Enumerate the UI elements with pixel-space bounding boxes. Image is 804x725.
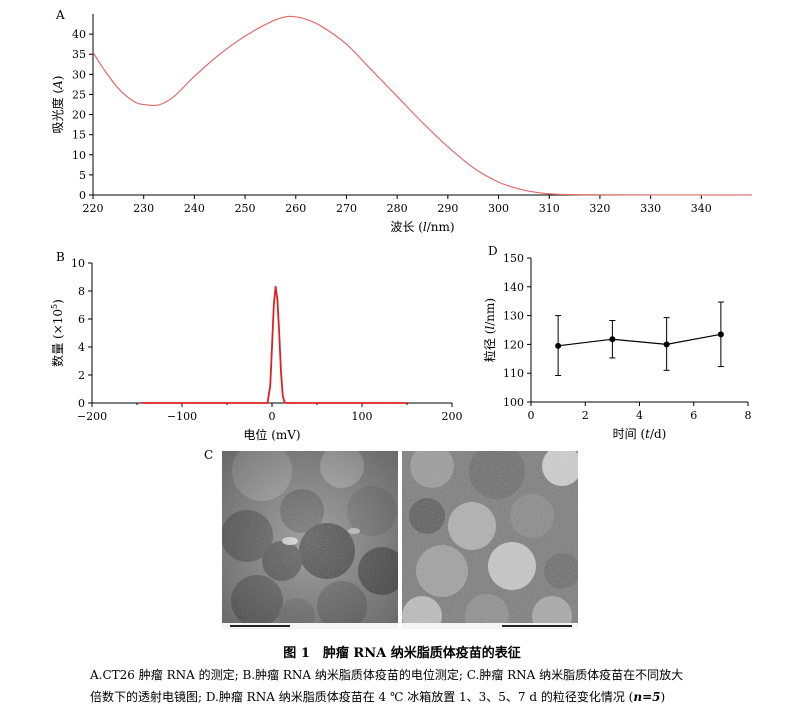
panel-letter-a: A xyxy=(56,8,65,22)
x-tick-label: 6 xyxy=(690,409,697,422)
y-tick-label: 2 xyxy=(78,369,85,382)
data-point xyxy=(663,341,670,348)
data-point xyxy=(717,331,724,338)
x-tick-label: 2 xyxy=(582,409,589,422)
x-tick-label: −200 xyxy=(77,410,107,423)
x-tick-label: 280 xyxy=(387,202,408,215)
y-axis-label: 粒径 (l/nm) xyxy=(482,298,497,362)
y-tick-label: 15 xyxy=(72,129,86,142)
tem-image-high-magnification xyxy=(402,451,578,629)
x-tick-label: 230 xyxy=(133,202,154,215)
y-tick-label: 40 xyxy=(72,28,86,41)
caption-n-value: n=5 xyxy=(633,690,661,704)
caption-line-1: A.CT26 肿瘤 RNA 的测定; B.肿瘤 RNA 纳米脂质体疫苗的电位测定… xyxy=(90,668,684,682)
chart-a-absorbance-spectrum: 0 5 10 15 20 25 30 35 40 220 230 240 250 260 270 280 290… xyxy=(50,14,753,234)
tem-images xyxy=(222,451,578,629)
x-axis-label: 波长 (l/nm) xyxy=(390,220,454,234)
series-line-absorbance xyxy=(92,15,753,196)
y-axis-label: 数量 (×105) xyxy=(50,299,65,367)
x-tick-label: 8 xyxy=(745,409,752,422)
y-tick-label: 10 xyxy=(71,257,85,270)
y-tick-label: 110 xyxy=(503,367,524,380)
data-point xyxy=(555,342,562,349)
series-line-size xyxy=(558,333,721,347)
y-tick-label: 30 xyxy=(72,68,86,81)
x-tick-label: 260 xyxy=(285,202,306,215)
y-tick-label: 0 xyxy=(79,189,86,202)
x-tick-label: 250 xyxy=(235,202,256,215)
y-tick-label: 5 xyxy=(79,169,86,182)
panel-letter-c: C xyxy=(204,448,214,462)
x-tick-label: 220 xyxy=(83,202,104,215)
x-tick-label: 270 xyxy=(336,202,357,215)
y-tick-label: 140 xyxy=(503,281,524,294)
y-tick-label: 150 xyxy=(503,252,524,265)
chart-d-particle-size: 100 110 120 130 140 150 0 2 4 6 8 时间 (t/d) 粒径 (l/nm) xyxy=(482,252,752,441)
figure-caption-body: A.CT26 肿瘤 RNA 的测定; B.肿瘤 RNA 纳米脂质体疫苗的电位测定… xyxy=(90,664,730,708)
y-tick-label: 8 xyxy=(78,285,85,298)
x-tick-label: 290 xyxy=(437,202,458,215)
x-tick-label: 200 xyxy=(442,410,463,423)
y-tick-label: 130 xyxy=(503,310,524,323)
y-tick-label: 10 xyxy=(72,149,86,162)
x-tick-label: 300 xyxy=(488,202,509,215)
tem-image-low-magnification xyxy=(222,451,398,629)
panel-letter-b: B xyxy=(56,250,65,264)
x-tick-label: 0 xyxy=(269,410,276,423)
x-tick-label: 4 xyxy=(636,409,643,422)
data-point xyxy=(609,336,616,343)
x-axis-label: 电位 (mV) xyxy=(243,427,300,442)
figure-caption-title: 图 1 肿瘤 RNA 纳米脂质体疫苗的表征 xyxy=(283,646,521,661)
y-tick-label: 25 xyxy=(72,88,86,101)
x-tick-label: 0 xyxy=(528,409,535,422)
chart-b-zeta-potential: 0 2 4 6 8 10 −200 −100 0 100 200 电位 (mV) 数量 (×105) xyxy=(50,257,463,442)
panel-letter-d: D xyxy=(488,244,498,258)
series-line-count xyxy=(141,285,407,404)
x-tick-label: 330 xyxy=(640,202,661,215)
y-tick-label: 100 xyxy=(503,396,524,409)
x-tick-label: −100 xyxy=(167,410,197,423)
y-tick-label: 35 xyxy=(72,48,86,61)
caption-line-2: 倍数下的透射电镜图; D.肿瘤 RNA 纳米脂质体疫苗在 4 ℃ 冰箱放置 1、… xyxy=(90,690,666,704)
x-tick-label: 240 xyxy=(184,202,205,215)
y-tick-label: 6 xyxy=(78,313,85,326)
y-tick-label: 0 xyxy=(78,397,85,410)
x-tick-label: 310 xyxy=(539,202,560,215)
x-tick-label: 320 xyxy=(589,202,610,215)
x-tick-label: 100 xyxy=(352,410,373,423)
y-tick-label: 4 xyxy=(78,341,85,354)
x-tick-label: 340 xyxy=(691,202,712,215)
y-tick-label: 20 xyxy=(72,109,86,122)
y-axis-label: 吸光度 (A) xyxy=(50,76,65,134)
x-axis-label: 时间 (t/d) xyxy=(613,427,667,441)
y-tick-label: 120 xyxy=(503,338,524,351)
